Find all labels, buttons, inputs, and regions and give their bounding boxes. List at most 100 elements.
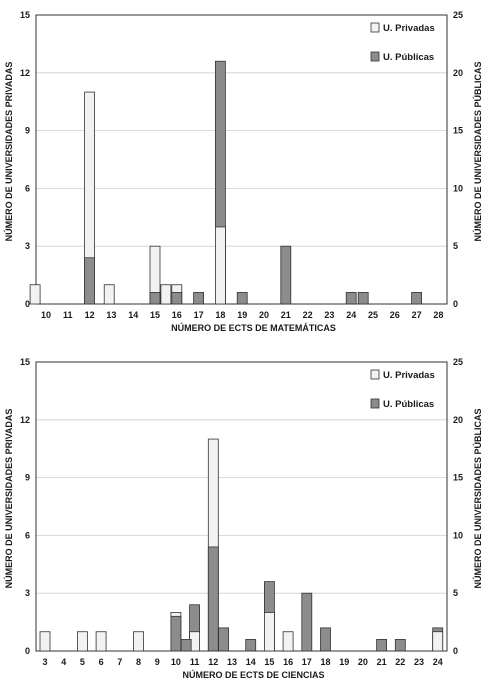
x-tick-label: 10 [171,657,181,667]
plot-frame [35,361,448,652]
x-tick-label: 15 [150,310,160,320]
legend-swatch-privadas [370,22,380,33]
y-tick-label: 9 [25,126,30,136]
x-tick-label: 11 [190,657,200,667]
y2-tick-label: 25 [453,10,463,20]
y2-tick-label: 15 [453,126,463,136]
y2-tick-label: 5 [453,241,458,251]
bar-privadas [133,631,144,652]
legend-label-publicas: U. Públicas [383,399,434,410]
x-tick-label: 5 [80,657,85,667]
x-tick-label: 8 [136,657,141,667]
bar-publicas [394,639,406,652]
bar-publicas [280,245,292,305]
y2-tick-label: 5 [453,588,458,598]
bar-privadas [39,631,51,652]
bar-privadas [77,631,88,652]
bar-publicas [84,257,95,305]
x-tick-label: 23 [324,310,334,320]
y-tick-label: 12 [20,415,30,425]
x-tick-label: 16 [283,657,293,667]
bar-publicas [236,292,248,305]
x-tick-label: 18 [320,657,330,667]
x-tick-label: 19 [237,310,247,320]
x-tick-label: 24 [433,657,443,667]
bar-publicas [345,292,357,305]
science-ects-chart: 0 3 6 9 12 15 0 5 10 15 20 25 3 4 5 6 7 8 9 10 11 12 13 14 15 16 1… [3,357,483,680]
bar-publicas [301,592,313,652]
x-tick-label: 26 [390,310,400,320]
x-tick-label: 15 [264,657,274,667]
x-tick-label: 13 [106,310,116,320]
bar-privadas [214,226,226,305]
bar-privadas [282,631,294,652]
x-tick-label: 21 [281,310,291,320]
x-tick-label: 3 [42,657,47,667]
x-tick-label: 7 [117,657,122,667]
x-tick-label: 17 [194,310,204,320]
x-axis-title: NÚMERO DE ECTS DE CIENCIAS [182,669,324,680]
y-tick-label: 9 [25,473,30,483]
x-tick-label: 28 [433,310,443,320]
bar-publicas [411,292,423,305]
x-tick-label: 9 [155,657,160,667]
legend-label-publicas: U. Públicas [383,52,434,63]
x-tick-label: 6 [99,657,104,667]
legend-swatch-publicas [370,51,380,62]
x-tick-label: 21 [377,657,387,667]
y2-axis-title: NÚMERO DE UNIVERSIDADES PÚBLICAS [472,61,483,241]
x-axis-title: NÚMERO DE ECTS DE MATEMÁTICAS [171,322,336,333]
x-tick-label: 18 [215,310,225,320]
x-tick-label: 23 [414,657,424,667]
y-axis-title: NÚMERO DE UNIVERSIDADES PRIVADAS [3,62,14,242]
y2-tick-label: 0 [453,646,458,656]
legend-swatch-publicas [370,398,380,409]
x-tick-label: 24 [346,310,356,320]
bar-publicas [376,639,388,652]
bar-publicas [320,627,331,652]
x-tick-label: 10 [41,310,51,320]
legend-label-privadas: U. Privadas [383,370,435,381]
bar-privadas [95,631,107,652]
bar-publicas [193,292,205,305]
y-tick-label: 3 [25,241,30,251]
y-tick-label: 15 [20,10,30,20]
x-tick-label: 27 [412,310,422,320]
y-tick-label: 3 [25,588,30,598]
x-tick-label: 22 [395,657,405,667]
y2-tick-label: 10 [453,183,463,193]
y-tick-label: 0 [25,646,30,656]
bar-publicas [170,615,182,652]
y2-axis-title: NÚMERO DE UNIVERSIDADES PÚBLICAS [472,408,483,588]
x-tick-label: 20 [259,310,269,320]
bar-publicas [245,639,257,652]
bar-publicas [218,627,229,652]
mathematics-ects-chart: 0 3 6 9 12 15 0 5 10 15 20 25 10 11 12 13 14 15 16 17 18 19 20… [3,10,483,333]
bar-publicas [149,292,161,305]
x-tick-label: 14 [128,310,138,320]
x-tick-label: 16 [172,310,182,320]
x-tick-label: 12 [85,310,95,320]
legend-label-privadas: U. Privadas [383,23,435,34]
x-tick-label: 20 [358,657,368,667]
x-tick-label: 12 [208,657,218,667]
x-tick-label: 19 [339,657,349,667]
bar-privadas [432,631,444,652]
x-tick-label: 4 [61,657,66,667]
y-tick-label: 0 [25,299,30,309]
bar-privadas [103,284,115,305]
bar-publicas [180,639,192,652]
x-tick-label: 14 [246,657,256,667]
y-tick-label: 12 [20,68,30,78]
y2-tick-label: 0 [453,299,458,309]
y2-tick-label: 20 [453,415,463,425]
y2-tick-label: 20 [453,68,463,78]
x-tick-label: 22 [303,310,313,320]
y2-tick-label: 15 [453,473,463,483]
x-tick-label: 25 [368,310,378,320]
legend-swatch-privadas [370,369,380,380]
y2-tick-label: 10 [453,530,463,540]
bar-publicas [207,546,219,652]
bar-publicas [357,292,369,305]
bar-privadas [160,284,172,305]
